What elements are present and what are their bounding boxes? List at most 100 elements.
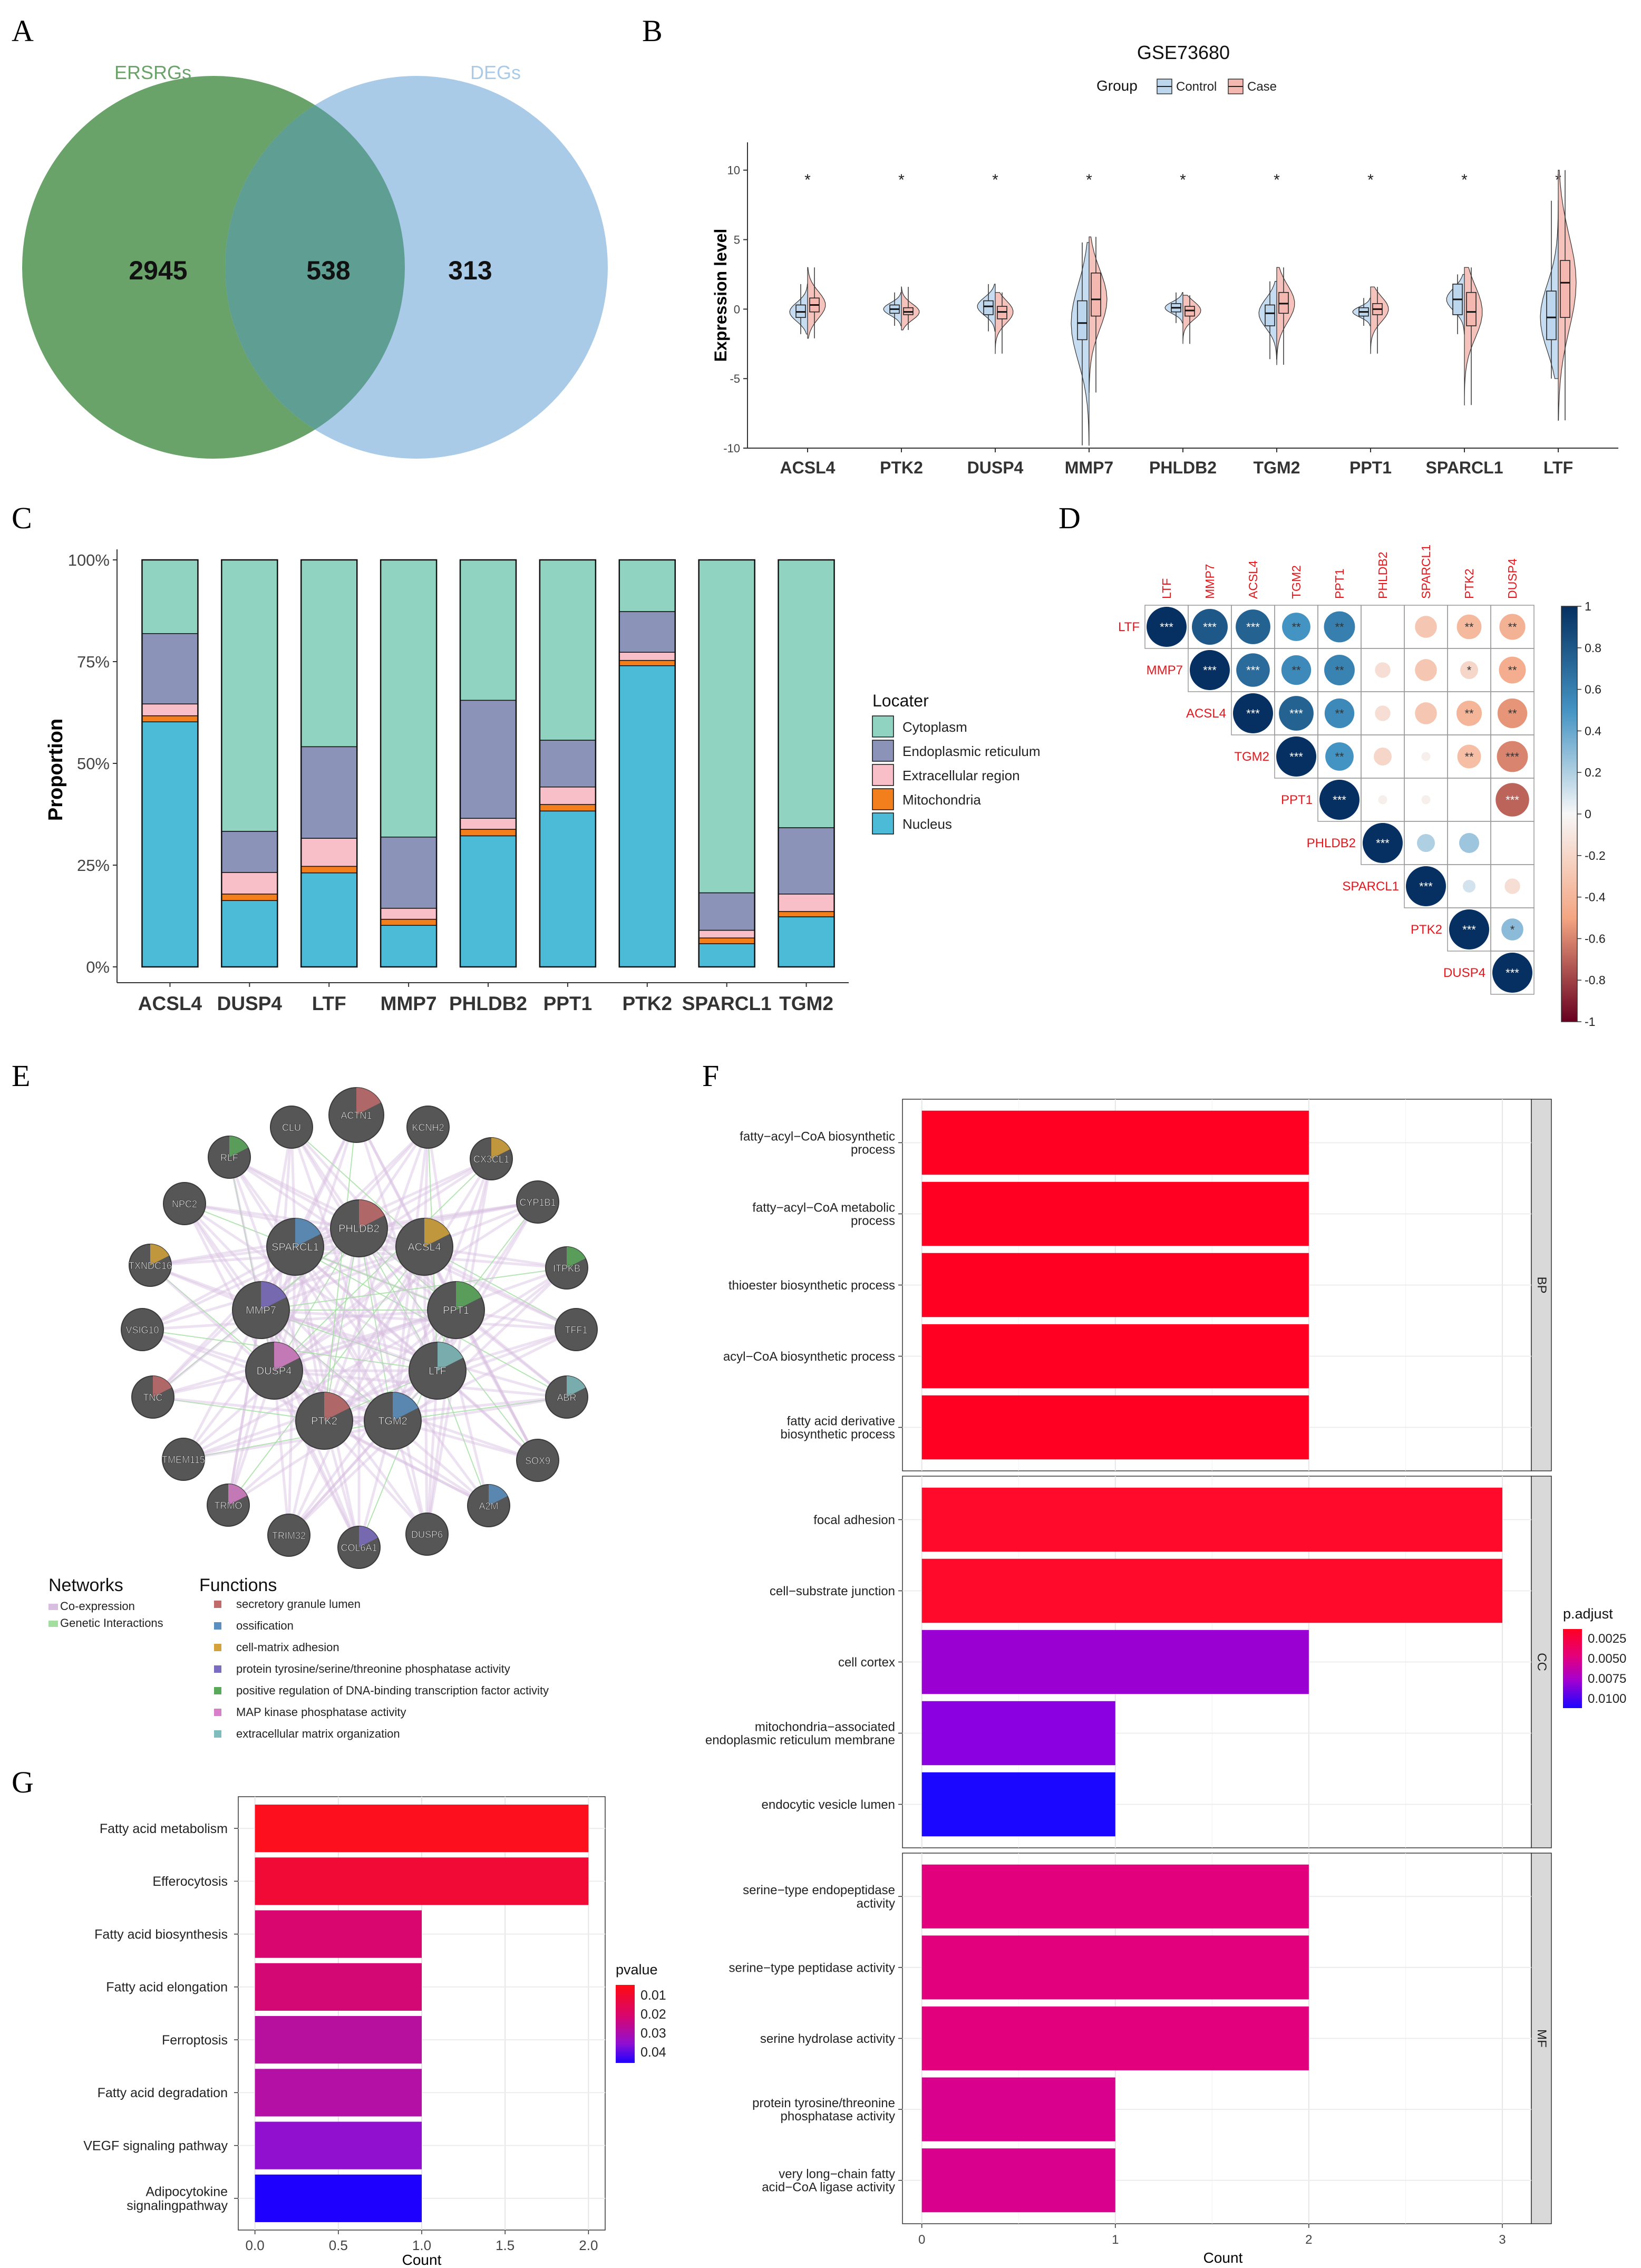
b-box <box>1077 300 1087 341</box>
b-legend-label: Case <box>1247 80 1277 94</box>
c-bar-segment <box>698 559 755 894</box>
b-xtick-label: SPARCL1 <box>1426 458 1503 477</box>
e-node <box>516 1439 559 1482</box>
d-row-label: PPT1 <box>1281 793 1313 807</box>
b-signif: * <box>1367 171 1374 189</box>
d-corr-circle <box>1415 616 1437 638</box>
d-signif: ** <box>1335 621 1344 634</box>
f-bar-label: serine hydrolase activity <box>760 2032 895 2046</box>
d-corr-circle <box>1497 698 1528 729</box>
d-signif: ** <box>1335 664 1344 677</box>
g-legend-label: 0.01 <box>640 1988 666 2003</box>
e-edge <box>227 1310 263 1506</box>
b-violin-k <box>1276 267 1295 365</box>
g-bar-label: Fatty acid degradation <box>98 2086 228 2100</box>
c-xtick-label: DUSP4 <box>217 993 283 1014</box>
panel-b-plot: -10 -5 0 5 10 ACSL4 * PTK2 * DUSP4 * MMP7 * PHLDB2 * TG… <box>723 142 1618 477</box>
panel-g-legend-title: pvalue <box>616 1962 658 1978</box>
g-xtick-label: 1.0 <box>412 2237 431 2253</box>
d-corr-circle <box>1496 783 1529 817</box>
d-corr-circle <box>1282 613 1310 641</box>
d-corr-circle <box>1374 748 1392 765</box>
d-corr-circle <box>1421 752 1431 761</box>
e-node-label: RLF <box>220 1152 238 1163</box>
f-bar-label: fatty acid derivative biosynthetic proces… <box>781 1414 895 1441</box>
b-signif: * <box>1274 171 1280 189</box>
b-signif: * <box>898 171 905 189</box>
e-node <box>267 1514 310 1557</box>
f-facet-label: CC <box>1535 1653 1549 1671</box>
e-edge <box>357 1228 429 1535</box>
b-ytick-label: -5 <box>730 372 740 385</box>
panel-b-ylabel: Expression level <box>711 229 730 362</box>
d-signif: *** <box>1376 837 1390 850</box>
d-colorbar-label: 0.6 <box>1585 683 1601 696</box>
f-bar <box>921 1110 1309 1175</box>
f-facet-label: BP <box>1535 1276 1549 1293</box>
d-corr-circle <box>1190 650 1230 690</box>
e-node-label: TXNDC16 <box>129 1261 172 1271</box>
g-legend-label: 0.02 <box>640 2007 666 2022</box>
d-row-label: MMP7 <box>1147 663 1183 677</box>
e-edge <box>259 1114 358 1311</box>
g-bar <box>255 1963 422 2011</box>
d-row-label: SPARCL1 <box>1342 879 1399 894</box>
c-bar-segment <box>380 836 437 909</box>
c-bar-segment <box>141 559 199 634</box>
d-signif: ** <box>1335 750 1344 763</box>
g-bar-label: VEGF signaling pathway <box>83 2138 228 2153</box>
panel-letter-c: C <box>12 501 32 535</box>
c-bar-segment <box>698 892 755 931</box>
e-edge <box>323 1419 490 1507</box>
d-corr-circle <box>1415 702 1437 724</box>
panel-c-plot: 0% 25% 50% 75% 100% ACSL4 DUSP4 LTF MMP7 PHLDB2 PP… <box>68 549 849 1014</box>
g-bar <box>255 2121 422 2169</box>
d-signif: *** <box>1246 664 1260 677</box>
d-cell <box>1490 951 1535 995</box>
b-xtick-label: LTF <box>1543 458 1573 477</box>
c-bar-outline <box>459 559 517 968</box>
d-signif: ** <box>1464 707 1474 720</box>
e-node-label: NPC2 <box>172 1199 197 1209</box>
e-edge <box>260 1267 567 1311</box>
c-bar-outline <box>221 559 278 968</box>
e-function-label: secretory granule lumen <box>236 1597 361 1611</box>
e-node <box>162 1438 205 1481</box>
panel-e-functions-title: Functions <box>199 1575 277 1595</box>
c-legend-label: Endoplasmic reticulum <box>902 743 1041 759</box>
e-node-label: CLU <box>282 1122 301 1133</box>
d-corr-circle <box>1492 953 1532 993</box>
e-edge <box>274 1309 457 1372</box>
e-node-function-slice <box>356 1088 381 1115</box>
c-bar-outline <box>300 559 358 968</box>
d-corr-circle <box>1406 866 1446 906</box>
g-bar-label: Fatty acid elongation <box>106 1980 228 1995</box>
d-row-label: DUSP4 <box>1443 966 1485 980</box>
d-signif: *** <box>1289 750 1303 763</box>
b-xtick-label: ACSL4 <box>780 458 836 477</box>
g-legend-gradient <box>616 1985 635 2063</box>
f-bar-label: endocytic vesicle lumen <box>762 1798 895 1812</box>
g-bar-label: Efferocytosis <box>152 1874 228 1889</box>
d-corr-circle <box>1378 795 1387 805</box>
c-ytick-label: 25% <box>77 856 110 875</box>
d-corr-circle <box>1499 614 1526 640</box>
f-bar-label: acyl−CoA biosynthetic process <box>723 1350 895 1364</box>
f-bar <box>921 1324 1309 1389</box>
c-legend-label: Extracellular region <box>902 768 1020 783</box>
d-row-label: TGM2 <box>1234 750 1269 764</box>
d-signif: * <box>1467 664 1472 677</box>
e-function-label: cell-matrix adhesion <box>236 1641 339 1654</box>
e-node <box>405 1513 449 1556</box>
c-bar-segment <box>619 559 676 612</box>
e-node-label: TRIM32 <box>272 1530 306 1541</box>
c-legend-label: Cytoplasm <box>902 719 967 735</box>
c-ytick-label: 0% <box>86 958 110 976</box>
e-edge <box>294 1246 490 1507</box>
e-node-function-slice <box>261 1282 287 1310</box>
c-bar-segment <box>698 937 755 944</box>
d-corr-circle <box>1459 833 1479 853</box>
d-cell <box>1447 778 1491 822</box>
panel-g-plot: Fatty acid metabolism Efferocytosis Fatty … <box>83 1796 606 2253</box>
